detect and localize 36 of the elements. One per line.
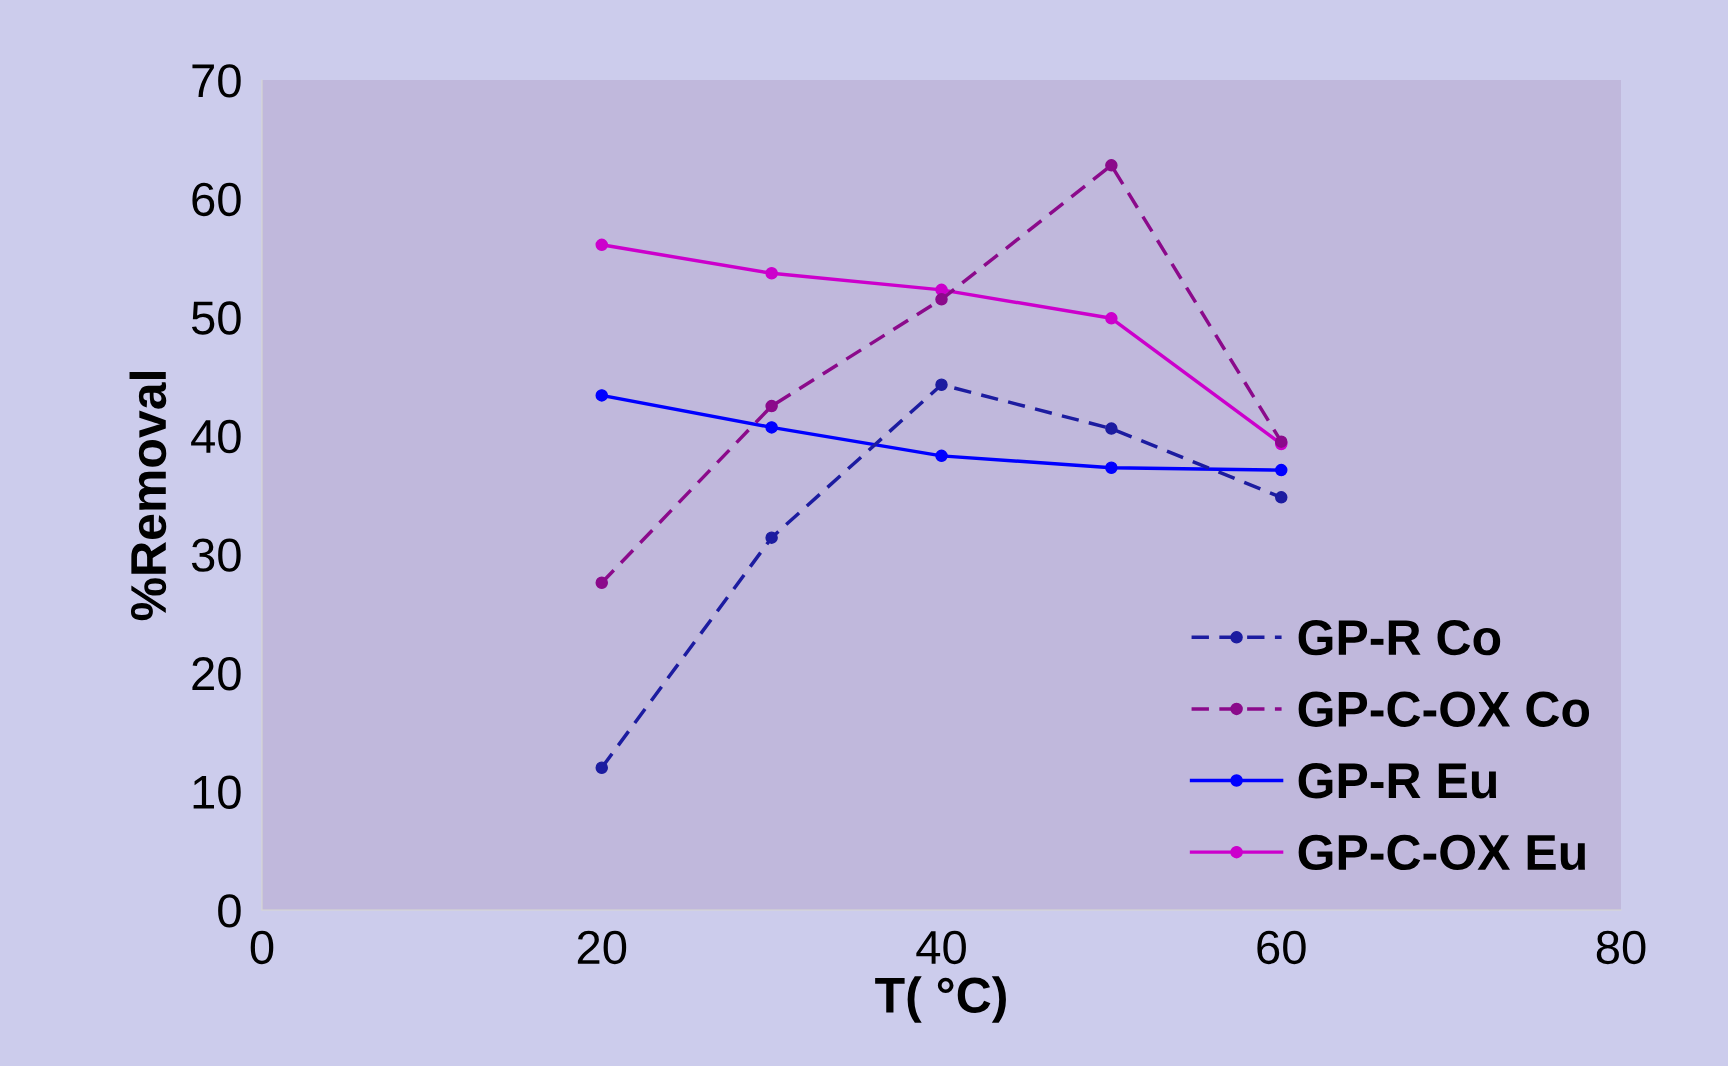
point — [765, 531, 778, 544]
y-tick-label: 70 — [192, 64, 241, 98]
y-tick-label: 0 — [218, 894, 241, 928]
x-axis-title: T( °C) — [875, 976, 1006, 1023]
point — [765, 421, 778, 434]
y-tick-label: 60 — [192, 182, 241, 217]
point — [935, 378, 948, 391]
legend-label: GP-C-OX Co — [1298, 691, 1590, 727]
y-tick-label: 40 — [191, 419, 241, 454]
y-tick-label: 50 — [191, 301, 241, 335]
point — [765, 399, 778, 413]
point — [595, 576, 609, 589]
point — [595, 761, 609, 774]
point — [1105, 312, 1118, 325]
x-tick-label: 0 — [250, 930, 274, 965]
y-axis-title: %Removal — [129, 372, 167, 621]
point — [935, 293, 948, 306]
legend-label: GP-R Co — [1298, 619, 1501, 656]
x-tick-label: 40 — [916, 930, 966, 965]
x-tick-label: 60 — [1257, 930, 1306, 965]
x-tick-label: 80 — [1596, 930, 1646, 965]
point — [1274, 463, 1288, 477]
y-tick-label: 10 — [193, 775, 241, 809]
point — [595, 389, 609, 402]
legend-label: GP-C-OX Eu — [1298, 834, 1585, 871]
point — [935, 449, 948, 463]
y-tick-label: 30 — [191, 538, 241, 572]
x-tick-label: 20 — [577, 930, 627, 965]
y-tick-label: 20 — [192, 656, 241, 691]
point — [1105, 159, 1118, 172]
point — [595, 238, 609, 252]
point — [1105, 422, 1118, 435]
legend-label: GP-R Eu — [1298, 763, 1497, 799]
point — [1105, 461, 1118, 474]
point — [1274, 491, 1288, 504]
point — [765, 267, 778, 280]
